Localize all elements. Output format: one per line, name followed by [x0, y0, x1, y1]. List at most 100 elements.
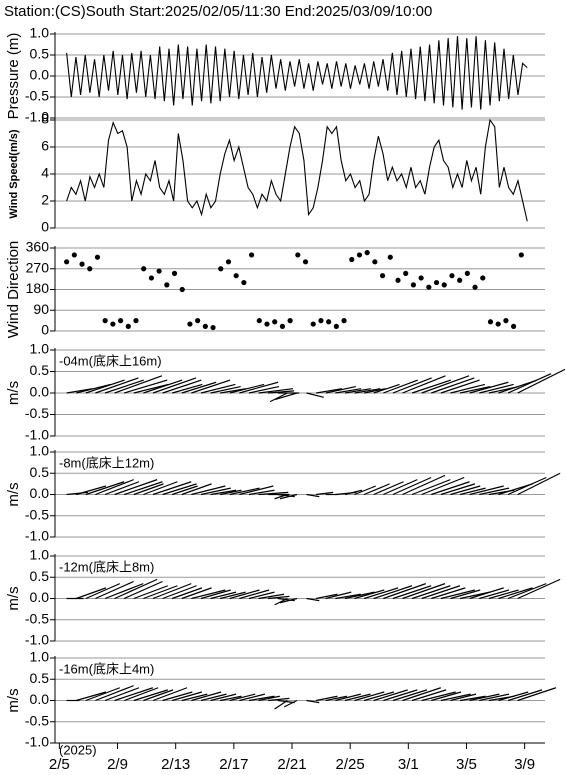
- current-stick: [392, 689, 428, 702]
- x-tick-label: 2/21: [277, 756, 306, 773]
- current-stick: [450, 383, 486, 394]
- data-point: [179, 286, 185, 293]
- current-stick: [469, 485, 504, 496]
- current-stick: [507, 476, 547, 496]
- current-stick: [479, 383, 514, 394]
- current-stick: [383, 583, 427, 600]
- current-stick: [469, 693, 500, 702]
- current-stick: [114, 479, 158, 496]
- current-stick: [488, 589, 519, 600]
- current-stick: [479, 589, 510, 600]
- current-stick: [95, 377, 139, 394]
- current-stick: [95, 479, 134, 496]
- data-point: [349, 256, 355, 263]
- y-tick-label: 180: [26, 280, 50, 296]
- current-stick: [335, 693, 361, 702]
- current-stick: [220, 489, 242, 496]
- y-tick-label: 0.0: [30, 485, 50, 501]
- current-stick: [269, 392, 288, 403]
- data-point: [272, 319, 278, 325]
- current-stick: [354, 589, 385, 600]
- current-stick: [210, 489, 237, 496]
- data-point: [364, 250, 370, 256]
- current-stick: [181, 587, 212, 600]
- y-tick-label: 1.0: [30, 547, 50, 563]
- current-stick: [258, 491, 289, 496]
- current-stick: [76, 383, 111, 394]
- y-tick-label: 2: [41, 192, 49, 208]
- current-stick: [431, 377, 475, 394]
- current-stick: [258, 388, 294, 394]
- data-point: [248, 252, 255, 258]
- y-tick-label: 360: [26, 239, 50, 255]
- y-tick-label: 0.5: [30, 46, 50, 62]
- current-stick: [152, 377, 197, 394]
- current-stick: [274, 493, 288, 500]
- y-tick-label: 0.5: [30, 568, 50, 584]
- x-tick-label: 2/9: [107, 756, 128, 773]
- current-stick: [421, 375, 470, 394]
- current-stick: [335, 593, 361, 600]
- current-stick: [123, 580, 163, 600]
- data-point: [341, 318, 347, 324]
- y-tick-label: 8: [41, 111, 49, 127]
- data-point: [387, 254, 393, 260]
- data-point: [102, 318, 108, 324]
- data-line: [66, 36, 528, 110]
- current-stick: [517, 578, 561, 600]
- data-point: [202, 323, 208, 329]
- current-stick: [279, 493, 298, 500]
- current-stick: [172, 485, 198, 496]
- current-stick: [220, 695, 242, 702]
- data-point: [195, 318, 201, 324]
- data-point: [279, 323, 286, 329]
- data-point: [264, 321, 270, 327]
- x-tick-label: 2/17: [219, 756, 248, 773]
- current-stick: [200, 693, 227, 702]
- current-stick: [450, 693, 477, 702]
- data-point: [464, 270, 470, 276]
- data-point: [418, 275, 424, 281]
- current-stick: [200, 383, 236, 394]
- current-stick: [306, 493, 320, 498]
- data-point: [356, 252, 363, 258]
- data-point: [503, 318, 509, 324]
- y-tick-label: 0.0: [30, 589, 50, 605]
- current-stick: [152, 583, 192, 600]
- data-point: [148, 275, 155, 281]
- current-stick: [364, 388, 386, 394]
- current-stick: [258, 593, 285, 600]
- data-point: [318, 318, 324, 324]
- current-stick: [239, 485, 274, 496]
- current-stick: [392, 377, 432, 394]
- current-stick: [181, 693, 208, 702]
- current-stick: [114, 687, 154, 702]
- current-stick: [258, 695, 280, 702]
- current-stick: [200, 589, 231, 600]
- data-point: [326, 319, 332, 325]
- data-point: [218, 266, 224, 272]
- current-stick: [316, 388, 343, 394]
- current-stick: [325, 385, 356, 394]
- current-stick: [239, 693, 266, 702]
- current-stick: [104, 481, 140, 496]
- current-stick: [114, 375, 163, 394]
- current-stick: [162, 379, 202, 394]
- y-tick-label: -0.5: [25, 610, 49, 626]
- data-point: [79, 261, 85, 267]
- current-stick: [517, 368, 566, 394]
- current-stick: [104, 687, 140, 702]
- current-stick: [498, 691, 529, 702]
- current-stick: [459, 695, 486, 702]
- current-stick: [210, 385, 241, 394]
- current-stick: [152, 481, 192, 496]
- data-point: [433, 279, 440, 286]
- current-stick: [344, 388, 371, 394]
- data-point: [133, 318, 139, 324]
- current-stick: [248, 695, 275, 702]
- current-stick: [268, 697, 290, 702]
- current-stick: [363, 691, 395, 702]
- current-stick: [172, 383, 203, 394]
- current-stick: [76, 691, 107, 702]
